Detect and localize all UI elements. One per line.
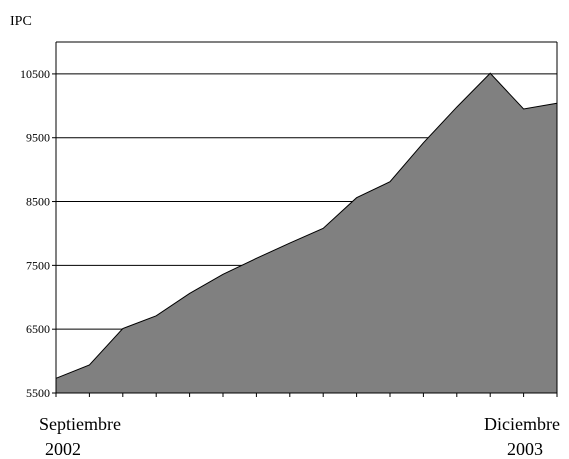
y-tick-label: 6500 — [26, 322, 50, 336]
y-tick-label: 7500 — [26, 258, 50, 272]
x-ticks — [55, 393, 558, 397]
grid-lines — [56, 41, 558, 393]
y-axis-title: IPC — [10, 14, 32, 29]
x-label-start-year: 2002 — [45, 439, 81, 459]
y-tick-label: 8500 — [26, 195, 50, 209]
x-label-end-month: Diciembre — [484, 414, 560, 434]
y-tick-labels: 5500 6500 7500 8500 9500 10500 — [20, 67, 50, 400]
area-series — [55, 72, 558, 394]
y-tick-label: 9500 — [26, 131, 50, 145]
y-tick-label: 5500 — [26, 386, 50, 400]
x-label-end-year: 2003 — [507, 439, 543, 459]
x-label-start-month: Septiembre — [39, 414, 121, 434]
y-ticks — [52, 73, 56, 394]
y-tick-label: 10500 — [20, 67, 50, 81]
